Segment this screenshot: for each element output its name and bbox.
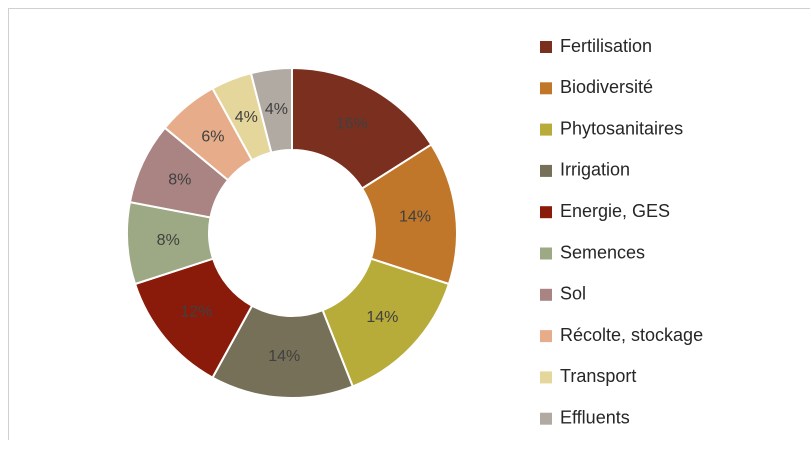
legend-label: Irrigation: [560, 160, 630, 180]
legend-label: Fertilisation: [560, 36, 652, 56]
legend-swatch: [540, 82, 552, 95]
legend-label: Récolte, stockage: [560, 325, 703, 345]
chart-border: [8, 8, 810, 440]
legend-swatch: [540, 206, 552, 219]
legend-swatch: [540, 164, 552, 177]
data-label: 14%: [399, 209, 431, 226]
legend-swatch: [540, 288, 552, 301]
legend-label: Semences: [560, 242, 645, 262]
donut-slice: [249, 66, 293, 154]
data-label: 8%: [168, 171, 191, 188]
legend-swatch: [540, 123, 552, 136]
legend-label: Effluents: [560, 407, 630, 427]
legend-label: Biodiversité: [560, 77, 653, 97]
data-label: 12%: [180, 303, 212, 320]
data-label: 8%: [157, 232, 180, 249]
legend-label: Energie, GES: [560, 201, 670, 221]
data-label: 14%: [268, 348, 300, 365]
legend-swatch: [540, 330, 552, 343]
legend-label: Phytosanitaires: [560, 118, 683, 138]
data-label: 16%: [336, 116, 368, 133]
donut-slice: [291, 66, 433, 190]
data-label: 4%: [265, 101, 288, 118]
legend-swatch: [540, 41, 552, 53]
legend-label: Sol: [560, 284, 586, 304]
data-label: 6%: [201, 129, 224, 146]
legend-swatch: [540, 412, 552, 425]
legend-label: Transport: [560, 366, 636, 386]
legend-swatch: [540, 371, 552, 384]
data-label: 14%: [366, 309, 398, 326]
data-label: 4%: [235, 109, 258, 126]
legend-swatch: [540, 247, 552, 260]
